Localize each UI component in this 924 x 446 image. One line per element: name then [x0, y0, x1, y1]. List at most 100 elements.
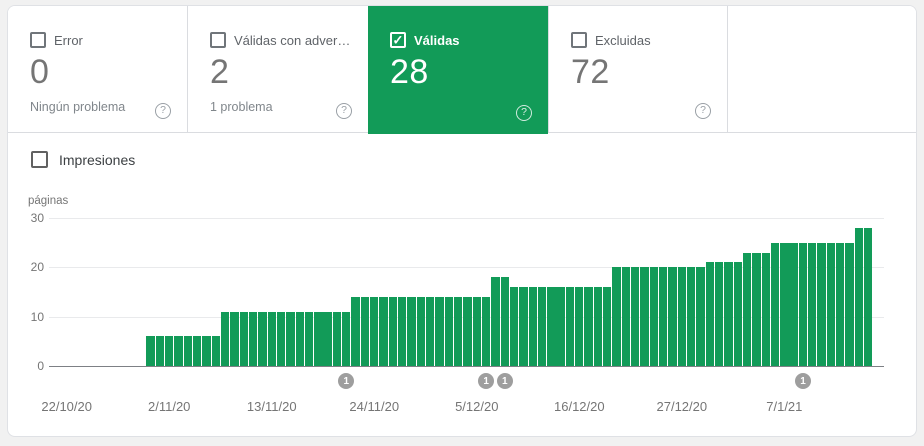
valid-pages-bar[interactable] [165, 336, 174, 366]
valid-pages-bar[interactable] [453, 296, 463, 366]
valid-pages-bar[interactable] [509, 287, 519, 366]
help-icon[interactable]: ? [695, 103, 711, 119]
valid-pages-bar[interactable] [696, 267, 705, 366]
valid-pages-bar[interactable] [836, 242, 845, 366]
valid-pages-bar[interactable] [463, 296, 472, 366]
valid-pages-bar[interactable] [230, 311, 239, 366]
valid-pages-bar[interactable] [379, 296, 388, 366]
valid-pages-bar[interactable] [519, 287, 528, 366]
valid-pages-bar[interactable] [854, 227, 864, 366]
help-icon[interactable]: ? [336, 103, 352, 119]
valid-pages-bar[interactable] [649, 267, 659, 366]
valid-pages-bar[interactable] [593, 287, 603, 366]
event-marker[interactable]: 1 [478, 373, 495, 389]
valid-pages-bar[interactable] [202, 336, 211, 366]
valid-pages-bar[interactable] [360, 296, 370, 366]
chart-plot: 0 10 20 30 22/10/20 2/11/20 13/11/20 24/11/20 5/… [31, 211, 884, 414]
valid-pages-bar[interactable] [742, 252, 752, 366]
valid-pages-bar[interactable] [211, 336, 220, 366]
valid-pages-bar[interactable] [276, 311, 286, 366]
valid-pages-bar[interactable] [686, 267, 696, 366]
valid-warnings-checkbox[interactable] [210, 32, 226, 48]
valid-pages-bar[interactable] [845, 242, 854, 366]
valid-pages-bar[interactable] [631, 267, 640, 366]
valid-pages-bar[interactable] [183, 336, 193, 366]
help-icon[interactable]: ? [155, 103, 171, 119]
valid-pages-bar[interactable] [286, 311, 295, 366]
impressions-label: Impresiones [59, 151, 136, 168]
card-value: 28 [390, 53, 429, 91]
valid-pages-bar[interactable] [444, 296, 453, 366]
valid-pages-bar[interactable] [565, 287, 575, 366]
gridline [49, 267, 884, 269]
valid-pages-bar[interactable] [500, 277, 509, 366]
valid-checkbox[interactable]: ✓ [390, 32, 406, 48]
valid-pages-bar[interactable] [416, 296, 426, 366]
valid-pages-bar[interactable] [342, 311, 351, 366]
valid-pages-bar[interactable] [304, 311, 314, 366]
event-marker[interactable]: 1 [794, 373, 811, 389]
valid-pages-bar[interactable] [668, 267, 677, 366]
valid-pages-bar[interactable] [155, 336, 165, 366]
valid-pages-bar[interactable] [705, 262, 714, 366]
valid-pages-bar[interactable] [472, 296, 481, 366]
valid-pages-bar[interactable] [407, 296, 416, 366]
valid-pages-bar[interactable] [537, 287, 547, 366]
valid-pages-bar[interactable] [248, 311, 258, 366]
valid-pages-bar[interactable] [435, 296, 444, 366]
valid-pages-bar[interactable] [733, 262, 742, 366]
status-card-valid[interactable]: ✓ Válidas 28 ? [368, 6, 548, 134]
valid-pages-bar[interactable] [351, 296, 360, 366]
valid-pages-bar[interactable] [398, 296, 407, 366]
valid-pages-bar[interactable] [584, 287, 593, 366]
valid-pages-bar[interactable] [724, 262, 733, 366]
status-card-excluded[interactable]: Excluidas 72 ? [548, 6, 728, 132]
valid-pages-bar[interactable] [798, 242, 808, 366]
valid-pages-bar[interactable] [481, 296, 491, 366]
event-marker[interactable]: 1 [496, 373, 513, 389]
valid-pages-bar[interactable] [761, 252, 770, 366]
valid-pages-bar[interactable] [621, 267, 631, 366]
valid-pages-bar[interactable] [817, 242, 826, 366]
status-card-error[interactable]: Error 0 Ningún problema ? [8, 6, 188, 132]
valid-pages-bar[interactable] [323, 311, 332, 366]
valid-pages-bar[interactable] [640, 267, 649, 366]
valid-pages-bar[interactable] [603, 287, 612, 366]
valid-pages-bar[interactable] [658, 267, 668, 366]
valid-pages-bar[interactable] [808, 242, 817, 366]
help-icon[interactable]: ? [516, 105, 532, 121]
valid-pages-bar[interactable] [220, 311, 230, 366]
valid-pages-bar[interactable] [789, 242, 798, 366]
valid-pages-bar[interactable] [826, 242, 836, 366]
status-card-valid-with-warnings[interactable]: Válidas con adver… 2 1 problema ? [188, 6, 368, 132]
valid-pages-bar[interactable] [174, 336, 183, 366]
valid-pages-bar[interactable] [267, 311, 276, 366]
valid-pages-bar[interactable] [258, 311, 267, 366]
valid-pages-bar[interactable] [528, 287, 537, 366]
error-checkbox[interactable] [30, 32, 46, 48]
valid-pages-bar[interactable] [425, 296, 435, 366]
valid-pages-bar[interactable] [780, 242, 789, 366]
valid-pages-bar[interactable] [239, 311, 248, 366]
valid-pages-bar[interactable] [677, 267, 686, 366]
impressions-checkbox[interactable] [31, 151, 48, 168]
valid-pages-bar[interactable] [388, 296, 398, 366]
valid-pages-bar[interactable] [864, 227, 873, 366]
valid-pages-bar[interactable] [547, 287, 556, 366]
valid-pages-bar[interactable] [332, 311, 342, 366]
valid-pages-bar[interactable] [370, 296, 379, 366]
valid-pages-bar[interactable] [314, 311, 323, 366]
excluded-checkbox[interactable] [571, 32, 587, 48]
valid-pages-bar[interactable] [295, 311, 304, 366]
valid-pages-bar[interactable] [612, 267, 621, 366]
valid-pages-bar[interactable] [192, 336, 202, 366]
valid-pages-bar[interactable] [491, 277, 500, 366]
valid-pages-bar[interactable] [770, 242, 780, 366]
valid-pages-bar[interactable] [575, 287, 584, 366]
valid-pages-bar[interactable] [146, 336, 155, 366]
event-marker[interactable]: 1 [338, 373, 355, 389]
valid-pages-bar[interactable] [714, 262, 724, 366]
impressions-toggle[interactable]: Impresiones [31, 151, 135, 168]
valid-pages-bar[interactable] [556, 287, 565, 366]
valid-pages-bar[interactable] [752, 252, 761, 366]
